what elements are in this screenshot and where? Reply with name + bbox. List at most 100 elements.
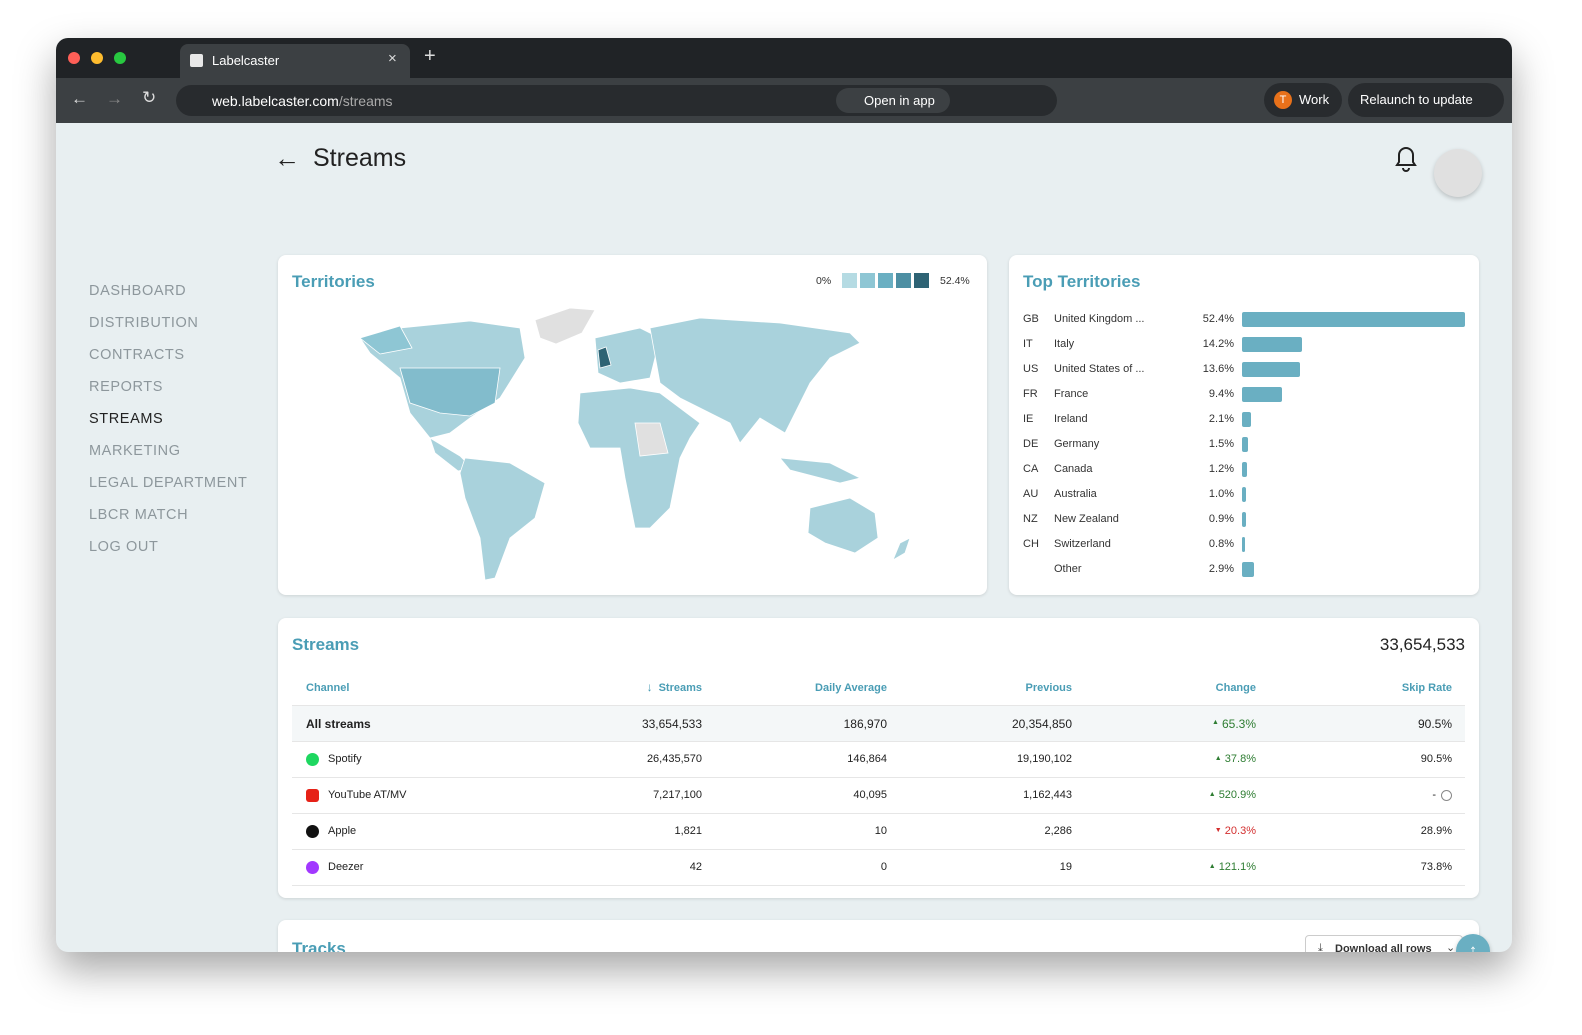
cell: 26,435,570 [646,753,702,765]
close-window[interactable] [68,52,80,64]
cell: 2,286 [1044,825,1072,837]
cell: 520.9% ▲ [1208,789,1256,801]
territories-card: Territories 0% 52.4% [278,255,987,595]
country-name: Germany [1054,438,1100,450]
cell: 33,654,533 [641,717,702,731]
country-code: FR [1023,388,1038,400]
cell: 19 [1059,861,1072,873]
cell: Apple [328,825,357,837]
url-path: /streams [338,93,393,109]
tab[interactable]: Labelcaster × [180,44,410,78]
sort-arrow: ↓ [646,680,653,694]
asia [649,317,861,444]
cell: 73.8% [1420,861,1452,873]
column-header[interactable]: Change [1215,682,1256,694]
new-tab[interactable]: + [424,45,436,67]
nav-item[interactable]: MARKETING [89,443,181,459]
world-map [359,307,911,581]
info-icon[interactable] [1441,790,1452,801]
legend-min: 0% [816,275,832,287]
nav-item[interactable]: CONTRACTS [89,347,185,363]
change-arrow: ▲ [1208,863,1216,870]
app: DASHBOARD DISTRIBUTION CONTRACTS REPORTS STR… [56,123,1512,952]
nav-item[interactable]: LBCR MATCH [89,507,189,523]
country-code: US [1023,363,1039,375]
profile-name: Work [1299,92,1330,107]
nav-item[interactable]: REPORTS [89,379,164,395]
cell: 28.9% [1420,825,1452,837]
change-arrow: ▲ [1211,719,1219,726]
share-label: 0.8% [1208,538,1234,550]
share-bar [1242,312,1465,327]
profile-avatar: T [1274,91,1292,109]
australia [807,497,879,554]
legend-scale [842,273,929,288]
card-title: Streams [292,635,360,654]
change-arrow: ▲ [1214,755,1222,762]
channel-icon [306,825,319,838]
notifications[interactable] [1394,145,1418,173]
cell: Spotify [328,753,362,765]
share-bar [1242,412,1251,427]
tab-close[interactable]: × [388,50,397,67]
scroll-top-button[interactable]: ↑ [1456,934,1490,952]
nav-item[interactable]: DASHBOARD [89,283,187,299]
cell: 7,217,100 [653,789,702,801]
column-header[interactable]: Channel [306,682,350,694]
cell: 121.1% ▲ [1208,861,1256,873]
south-america [459,457,546,581]
back-button[interactable]: ← [71,89,88,108]
share-bar [1242,337,1303,352]
share-label: 1.0% [1208,488,1234,500]
share-label: 1.2% [1208,463,1234,475]
legend-swatch [842,273,857,288]
card-title: Territories [292,272,375,291]
share-bar [1242,437,1249,452]
country-code: IE [1023,413,1034,425]
column-header[interactable]: Skip Rate [1401,682,1452,694]
share-label: 2.1% [1208,413,1234,425]
country-name: Ireland [1054,413,1088,425]
user-avatar[interactable] [1434,149,1482,197]
country-name: Other [1054,563,1082,575]
relaunch-button[interactable]: Relaunch to update [1348,83,1504,117]
territory-list: GB United Kingdom ... 52.4% IT Italy 14.2% US U… [1009,255,1479,595]
cell: 186,970 [843,717,887,731]
nav-item[interactable]: DISTRIBUTION [89,315,199,331]
reload-button[interactable]: ↻ [142,88,157,107]
cell: - [1432,789,1452,801]
column-header[interactable]: Previous [1025,682,1072,694]
address-bar[interactable]: web.labelcaster.com/streams Open in app [176,85,1057,116]
tracks-card: Tracks ⤓ Download all rows ⌄ [278,920,1479,952]
nav-item[interactable]: LOG OUT [89,539,159,555]
column-header[interactable]: Daily Average [815,682,887,694]
africa [577,387,701,529]
open-in-app[interactable]: Open in app [836,88,950,113]
share-bar [1242,537,1246,552]
profile-button[interactable]: T Work [1264,83,1342,117]
relaunch-label: Relaunch to update [1360,92,1473,107]
cell: 90.5% [1417,717,1452,731]
column-header[interactable]: Streams ↓ [646,680,702,694]
back-arrow[interactable]: ← [274,143,300,173]
share-label: 0.9% [1208,513,1234,525]
channel-row: Apple 1,821 10 2,286 20.3% ▼ 28.9% [292,814,1465,850]
card-title: Tracks [292,939,346,952]
nav-item[interactable]: STREAMS [89,411,164,427]
cell: 1,821 [674,825,702,837]
share-label: 52.4% [1202,313,1234,325]
country-name: United States of ... [1054,363,1145,375]
download-button[interactable]: ⤓ Download all rows ⌄ [1305,935,1463,952]
nav-item[interactable]: LEGAL DEPARTMENT [89,475,248,491]
minimize-window[interactable] [91,52,103,64]
country-code: AU [1023,488,1039,500]
forward-button[interactable]: → [106,89,123,108]
cell: 10 [874,825,887,837]
toolbar: ← → ↻ web.labelcaster.com/streams Open i… [56,78,1512,123]
total-row: All streams 33,654,533 186,970 20,354,850 65… [292,706,1465,742]
channel-row: YouTube AT/MV 7,217,100 40,095 1,162,443 520… [292,778,1465,814]
country-name: New Zealand [1054,513,1119,525]
sidebar: DASHBOARD DISTRIBUTION CONTRACTS REPORTS STR… [56,123,256,623]
maximize-window[interactable] [114,52,126,64]
